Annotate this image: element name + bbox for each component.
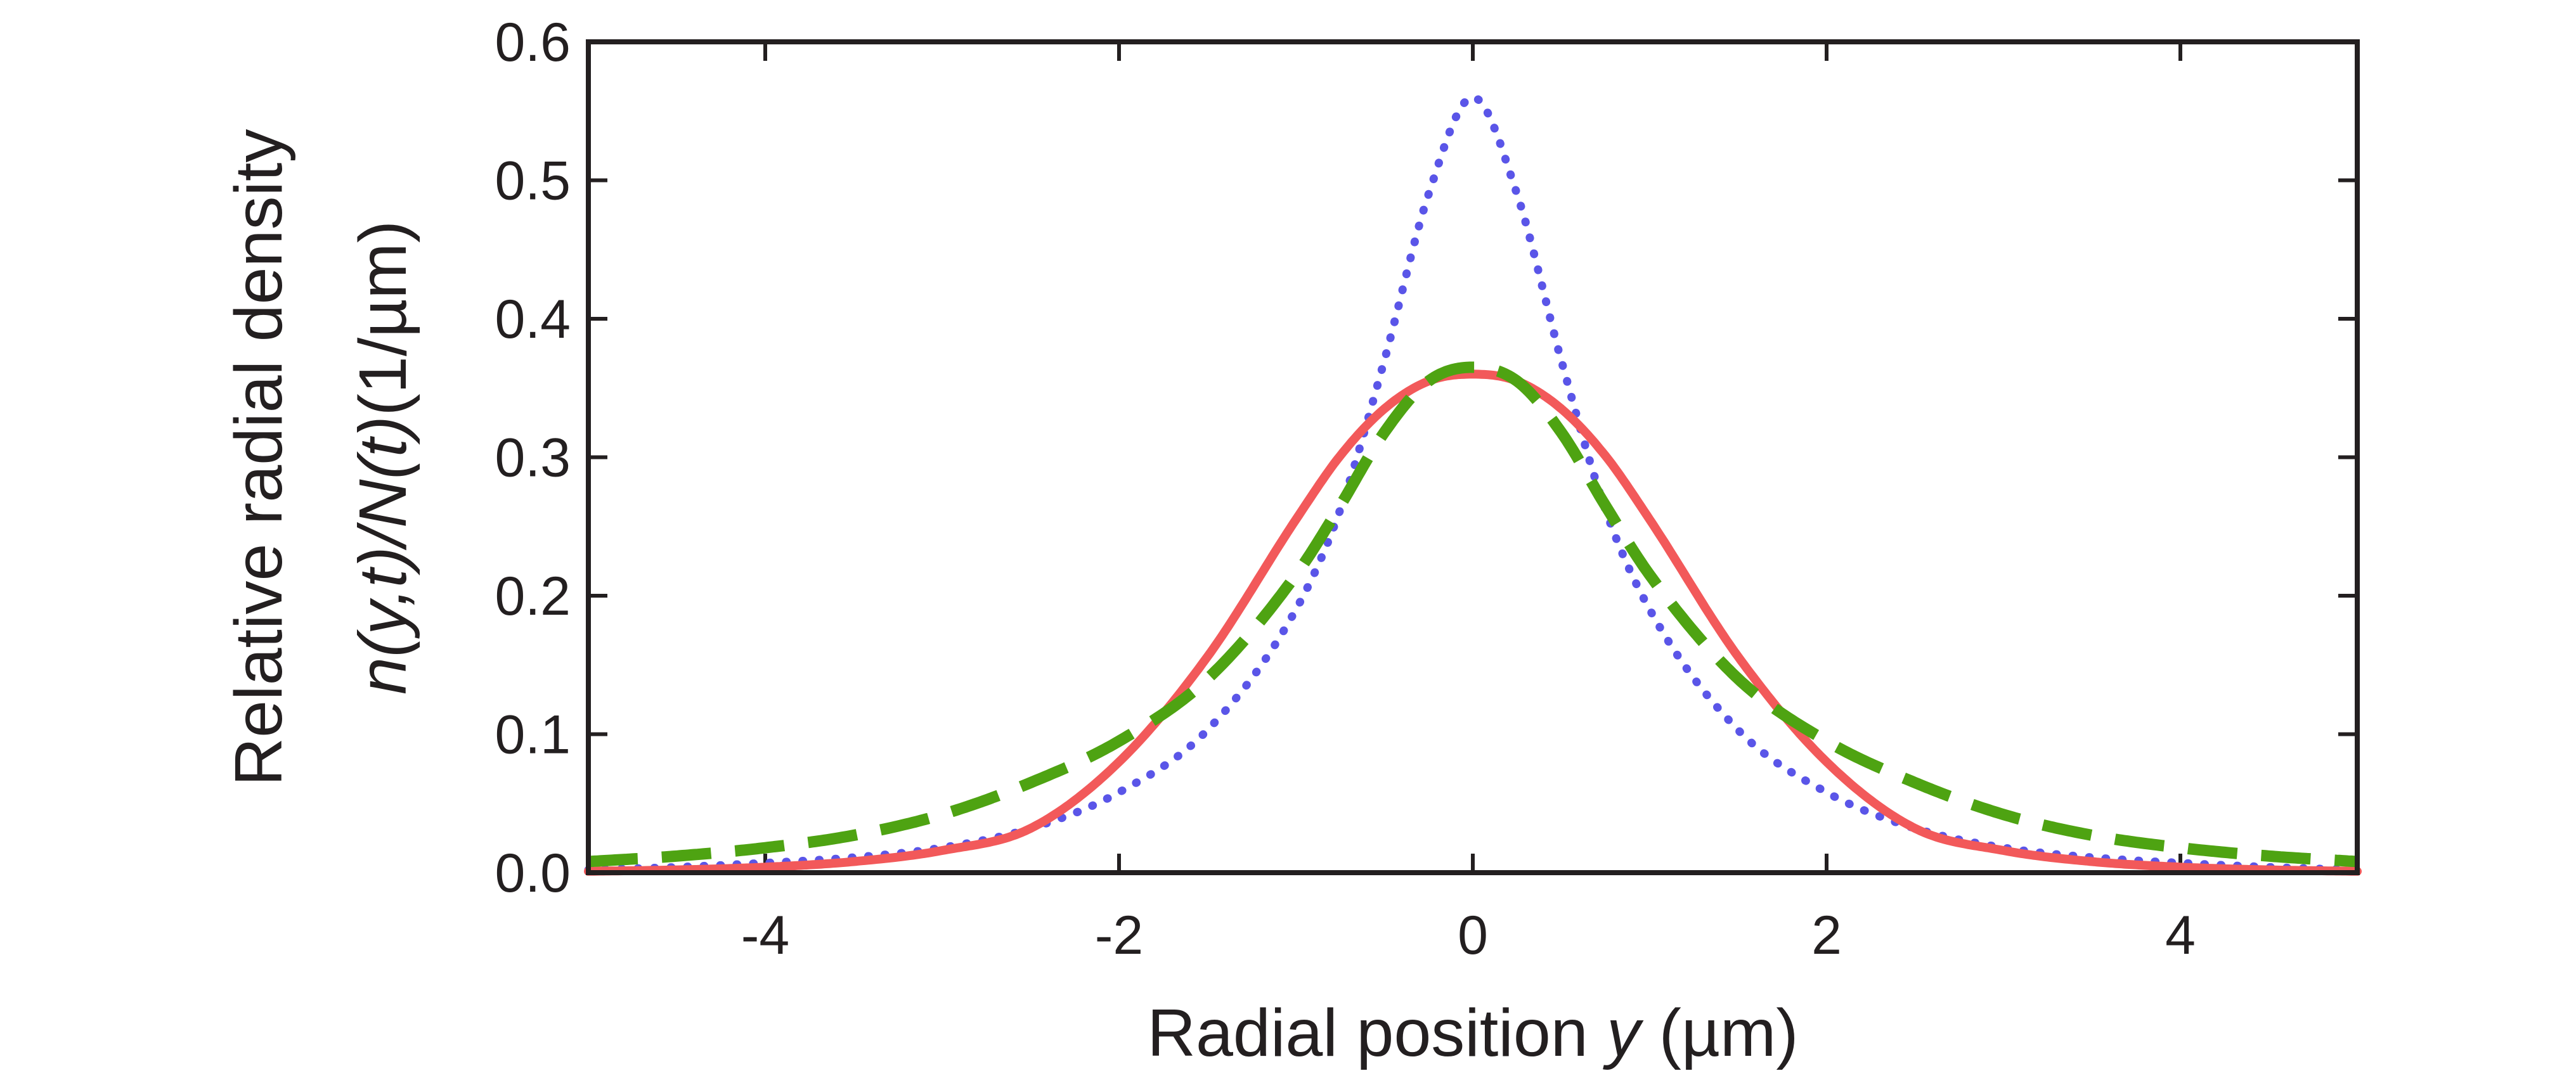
y-axis-title-line2: n(y,t)/N(t)(1/µm) bbox=[346, 221, 420, 695]
x-axis-title: Radial position y (µm) bbox=[1147, 996, 1798, 1070]
y-tick-label: 0.0 bbox=[495, 843, 571, 904]
plot-frame bbox=[586, 39, 2360, 875]
y-axis-title-line1: Relative radial density bbox=[221, 129, 296, 786]
y-tick-label: 0.5 bbox=[495, 151, 571, 212]
x-tick-label: -4 bbox=[741, 905, 789, 966]
x-tick-label: 0 bbox=[1458, 905, 1488, 966]
x-tick-label: 2 bbox=[1811, 905, 1842, 966]
y-axis-title-units: (1/µm) bbox=[346, 221, 420, 416]
series-layer bbox=[584, 93, 2362, 876]
y-tick-label: 0.4 bbox=[495, 289, 571, 350]
y-tick-label: 0.1 bbox=[495, 705, 571, 766]
y-tick-label: 0.3 bbox=[495, 428, 571, 489]
x-axis-title-units: (µm) bbox=[1640, 996, 1798, 1070]
series-line-dashed bbox=[585, 361, 2360, 868]
x-tick-labels: -4 -2 0 2 4 bbox=[741, 905, 2196, 966]
y-tick-label: 0.6 bbox=[495, 12, 571, 73]
x-tick-label: -2 bbox=[1095, 905, 1143, 966]
y-tick-labels: 0.0 0.1 0.2 0.3 0.4 0.5 0.6 bbox=[495, 12, 571, 904]
y-axis-title-expression: n(y,t)/N(t) bbox=[346, 416, 420, 695]
y-tick-label: 0.2 bbox=[495, 566, 571, 627]
x-axis-title-text: Radial position bbox=[1147, 996, 1607, 1070]
series-line-solid bbox=[584, 369, 2362, 876]
x-axis-title-variable: y bbox=[1603, 996, 1644, 1070]
y-axis-title: Relative radial density n(y,t)/N(t)(1/µm… bbox=[221, 129, 420, 786]
x-tick-label: 4 bbox=[2165, 905, 2196, 966]
